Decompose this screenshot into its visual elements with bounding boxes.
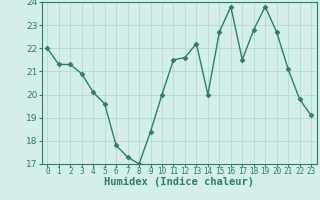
X-axis label: Humidex (Indice chaleur): Humidex (Indice chaleur) — [104, 177, 254, 187]
